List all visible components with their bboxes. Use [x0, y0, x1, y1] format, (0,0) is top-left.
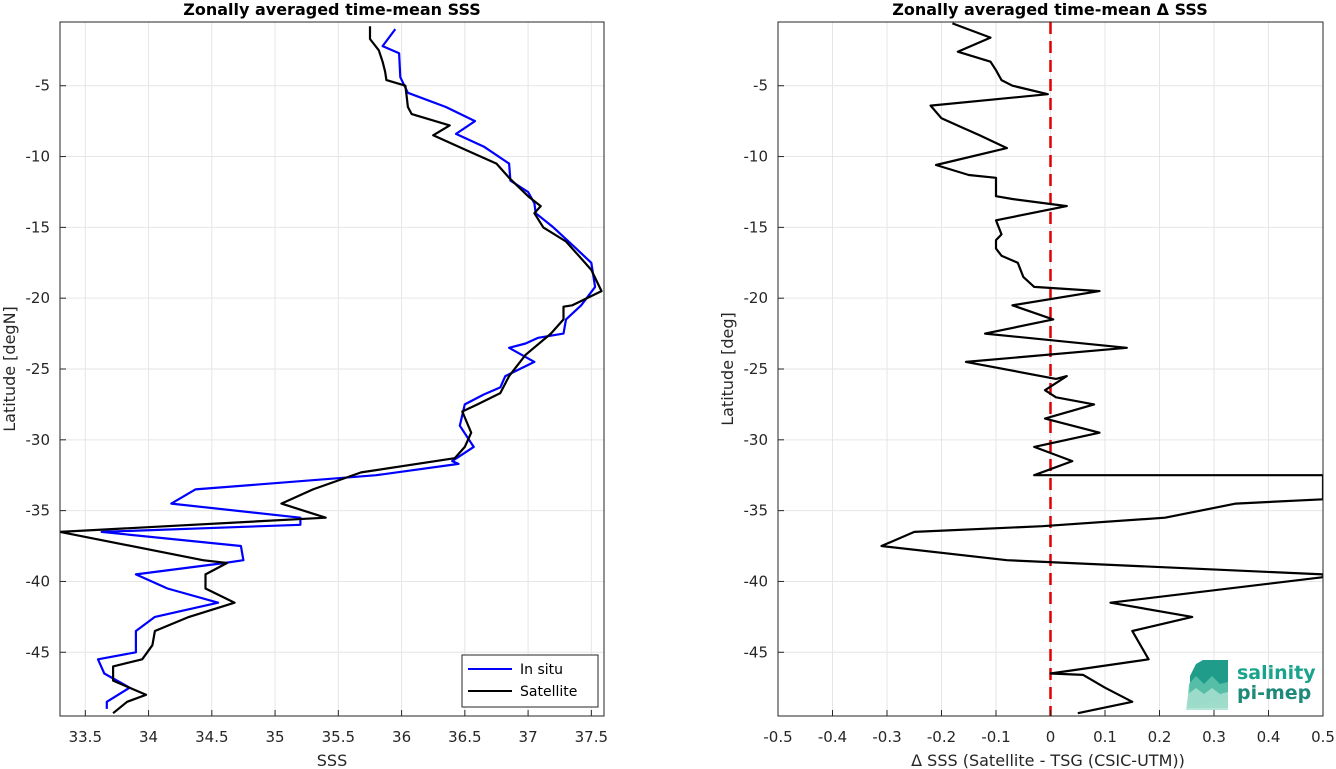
y-tick-label: -30 [744, 431, 769, 449]
x-tick-label: 0.3 [1202, 728, 1226, 746]
y-tick-label: -25 [26, 360, 51, 378]
legend: In situ Satellite [461, 654, 599, 708]
series-line-in-situ [96, 28, 597, 709]
salinity-pi-mep-logo: salinity pi-mep [1186, 660, 1316, 710]
logo-text-salinity: salinity [1237, 662, 1316, 684]
x-tick-label: 0 [1046, 728, 1056, 746]
y-tick-label: -10 [26, 148, 51, 166]
y-tick-label: -40 [26, 572, 51, 590]
y-axis-label: Latitude [degN] [0, 306, 19, 432]
y-tick-label: -35 [26, 502, 51, 520]
x-tick-label: 36.5 [448, 728, 481, 746]
x-tick-label: 34 [139, 728, 158, 746]
series-group [880, 22, 1323, 716]
x-tick-label: 36 [392, 728, 411, 746]
wave-logo-icon [1186, 660, 1228, 710]
y-tick-label: -5 [753, 77, 768, 95]
x-axis-label: Δ SSS (Satellite - TSG (CSIC-UTM)) [911, 751, 1185, 769]
y-tick-label: -15 [26, 218, 51, 236]
y-axis-label: Latitude [deg] [718, 312, 737, 426]
x-tick-label: -0.5 [763, 728, 792, 746]
y-tick-label: -20 [26, 289, 51, 307]
x-tick-label: 35.5 [322, 728, 355, 746]
y-tick-label: -45 [744, 643, 769, 661]
series-line-series-0 [880, 22, 1323, 715]
sss-profile-panel: 33.5 34 34.5 35 35.5 36 36.5 37 37.5 -5 -10 -15 -20 -… [0, 0, 608, 769]
legend-box [461, 654, 599, 708]
x-tick-label: 0.5 [1311, 728, 1335, 746]
x-tick-label: -0.4 [818, 728, 847, 746]
x-tick-label: 0.2 [1148, 728, 1172, 746]
x-tick-label: 37 [519, 728, 538, 746]
y-tick-label: -5 [35, 77, 50, 95]
legend-label-in-situ: In situ [520, 662, 563, 678]
y-tick-label: -20 [744, 289, 769, 307]
series-line-satellite [60, 26, 603, 715]
x-axis-label: SSS [317, 751, 347, 769]
tick-labels: 33.5 34 34.5 35 35.5 36 36.5 37 37.5 -5 -10 -15 -20 -… [26, 77, 609, 746]
delta-sss-panel: -0.5 -0.4 -0.3 -0.2 -0.1 0 0.1 0.2 0.3 0.4 0.5 -5 -1… [718, 0, 1335, 769]
logo-text-pi-mep: pi-mep [1237, 682, 1311, 704]
x-tick-label: -0.1 [981, 728, 1010, 746]
y-tick-label: -35 [744, 502, 769, 520]
chart-title: Zonally averaged time-mean Δ SSS [892, 0, 1208, 19]
legend-label-satellite: Satellite [520, 684, 577, 700]
x-tick-label: 0.4 [1257, 728, 1281, 746]
y-tick-label: -30 [26, 431, 51, 449]
y-tick-label: -15 [744, 218, 769, 236]
y-tick-label: -45 [26, 643, 51, 661]
x-tick-label: 33.5 [69, 728, 102, 746]
tick-labels: -0.5 -0.4 -0.3 -0.2 -0.1 0 0.1 0.2 0.3 0.4 0.5 -5 -1… [744, 77, 1335, 746]
series-group [60, 26, 603, 715]
chart-title: Zonally averaged time-mean SSS [183, 0, 481, 19]
x-tick-label: 34.5 [195, 728, 228, 746]
y-tick-label: -40 [744, 572, 769, 590]
x-tick-label: -0.2 [927, 728, 956, 746]
y-tick-label: -10 [744, 148, 769, 166]
grid-lines [60, 22, 604, 716]
x-tick-label: 35 [266, 728, 285, 746]
x-tick-label: 0.1 [1093, 728, 1117, 746]
x-tick-label: 37.5 [575, 728, 608, 746]
y-tick-label: -25 [744, 360, 769, 378]
x-tick-label: -0.3 [872, 728, 901, 746]
